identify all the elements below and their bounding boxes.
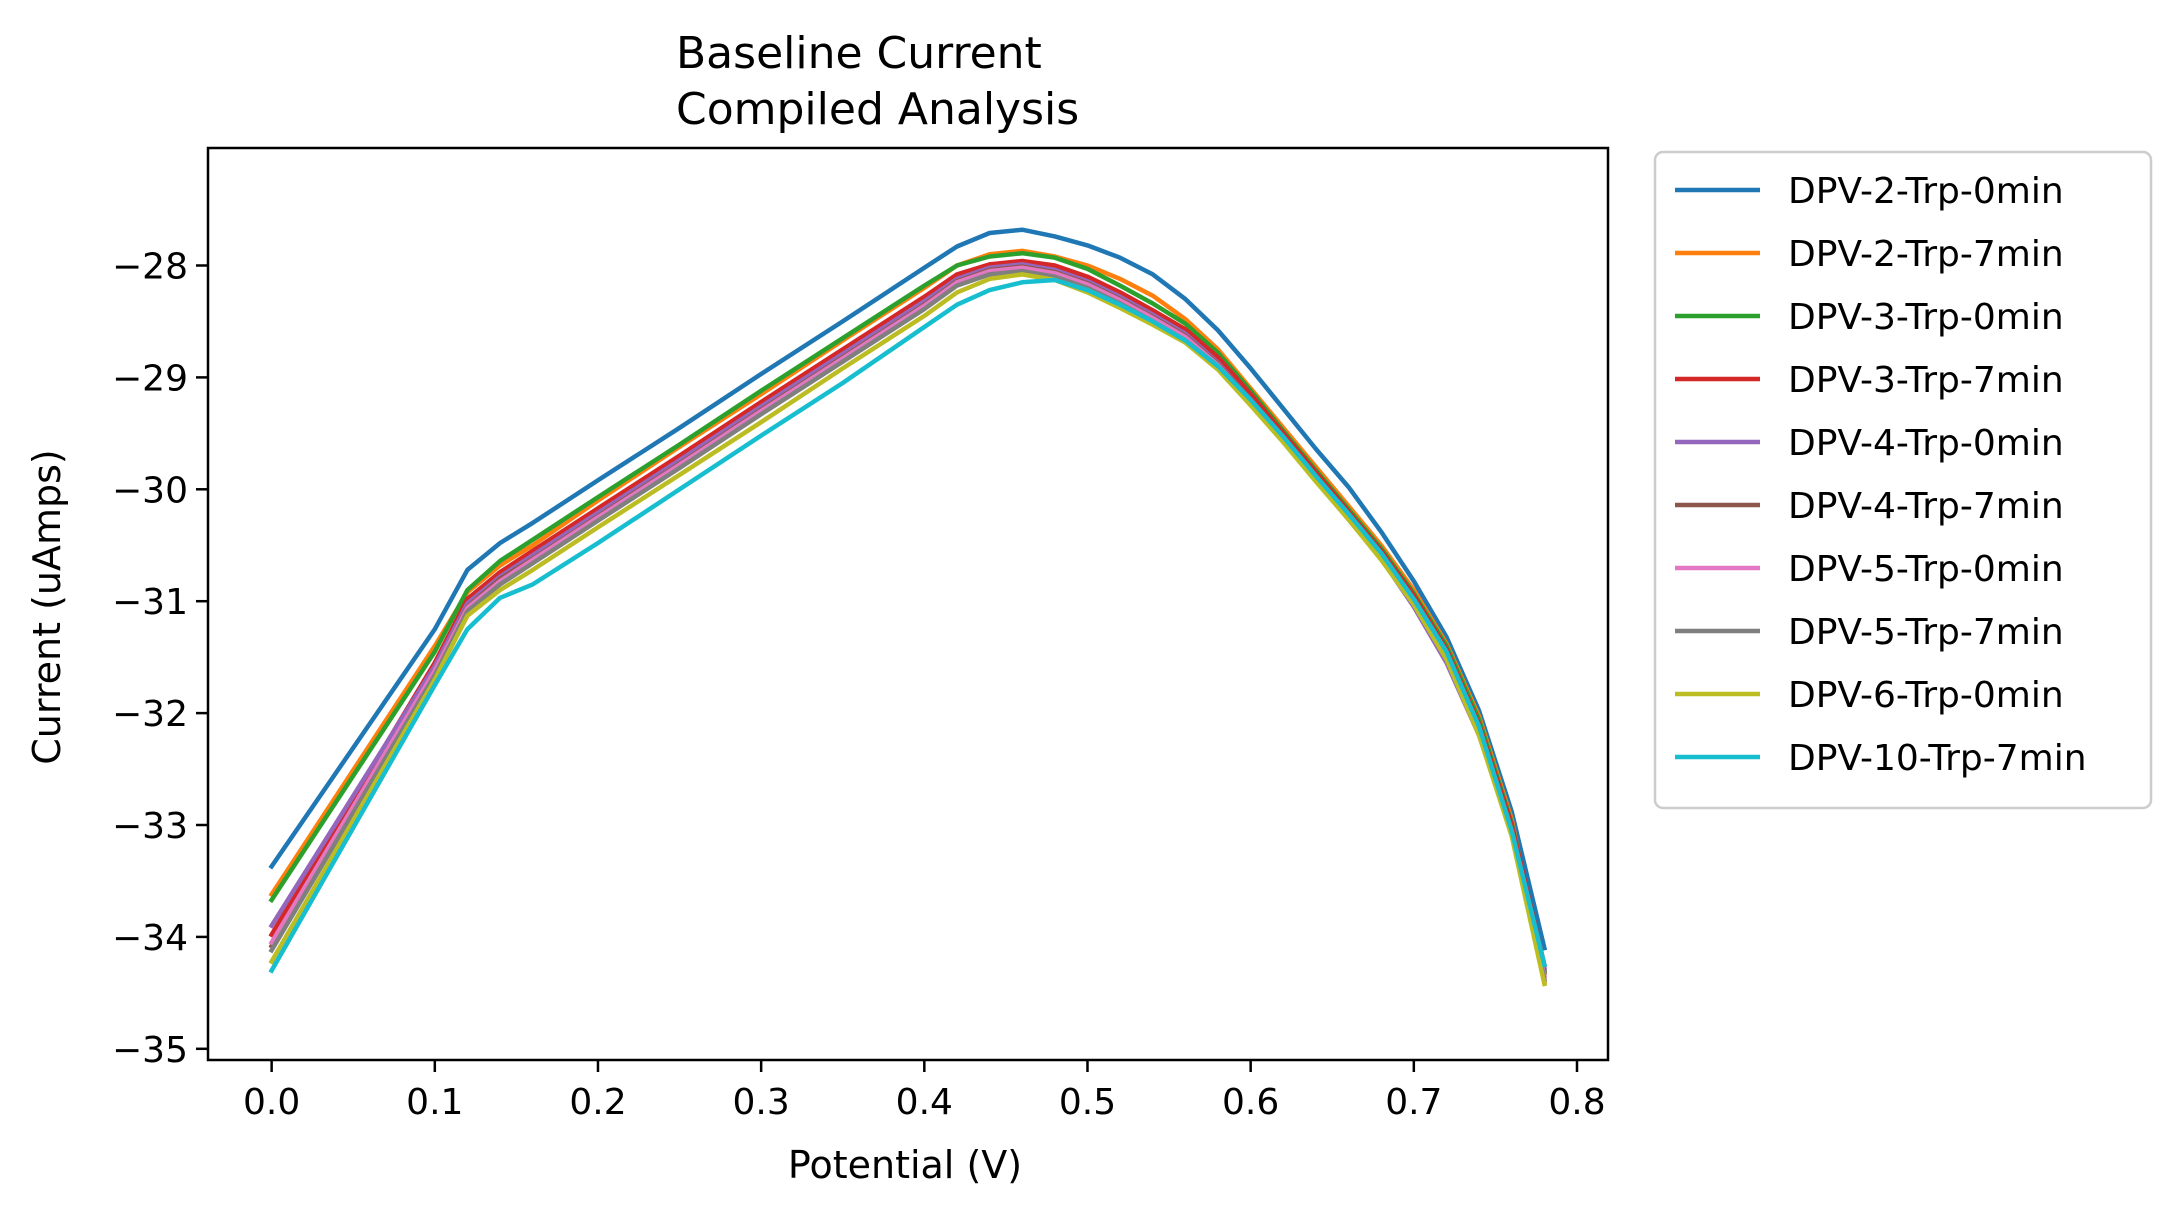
chart-title-line-2: Compiled Analysis: [676, 84, 1079, 135]
axes: 0.0 0.1 0.2 0.3 0.4 0.5 0.6 0.7 0.8 −28 −29 −30 −31 −…: [112, 146, 1610, 1123]
y-tick-label: −33: [112, 806, 188, 847]
x-tick-label: 0.4: [896, 1082, 953, 1123]
x-tick-label: 0.1: [406, 1082, 463, 1123]
x-tick-label: 0.2: [569, 1082, 626, 1123]
y-tick-label: −35: [112, 1030, 188, 1071]
legend-label: DPV-2-Trp-0min: [1788, 171, 2064, 212]
y-tick-label: −28: [112, 246, 188, 287]
legend: DPV-2-Trp-0min DPV-2-Trp-7min DPV-3-Trp-0m…: [1653, 150, 2153, 810]
legend-item: DPV-5-Trp-7min: [1675, 612, 2064, 653]
y-tick-label: −32: [112, 694, 188, 735]
legend-label: DPV-3-Trp-7min: [1788, 360, 2064, 401]
plot-area: [268, 227, 1548, 987]
x-tick-label: 0.6: [1222, 1082, 1279, 1123]
y-tick-label: −34: [112, 918, 188, 959]
legend-item: DPV-2-Trp-0min: [1675, 171, 2064, 212]
x-tick-label: 0.8: [1548, 1082, 1605, 1123]
legend-label: DPV-5-Trp-0min: [1788, 549, 2064, 590]
series-lines: [268, 227, 1548, 987]
series-line-1: [268, 227, 1548, 951]
legend-label: DPV-3-Trp-0min: [1788, 297, 2064, 338]
legend-item: DPV-3-Trp-0min: [1675, 297, 2064, 338]
legend-label: DPV-2-Trp-7min: [1788, 234, 2064, 275]
y-tick-label: −31: [112, 582, 188, 623]
series-line-10: [268, 277, 1548, 974]
legend-label: DPV-4-Trp-0min: [1788, 423, 2064, 464]
y-axis-label: Current (uAmps): [25, 449, 69, 764]
plot-frame: [206, 146, 1610, 1062]
y-tick-label: −29: [112, 358, 188, 399]
x-axis-label: Potential (V): [788, 1143, 1022, 1187]
legend-item: DPV-4-Trp-0min: [1675, 423, 2064, 464]
legend-item: DPV-6-Trp-0min: [1675, 675, 2064, 716]
chart-title-line-1: Baseline Current: [676, 28, 1042, 79]
legend-item: DPV-4-Trp-7min: [1675, 486, 2064, 527]
x-tick-label: 0.7: [1385, 1082, 1442, 1123]
x-tick-label: 0.3: [733, 1082, 790, 1123]
legend-label: DPV-5-Trp-7min: [1788, 612, 2064, 653]
legend-label: DPV-10-Trp-7min: [1788, 738, 2087, 779]
x-tick-label: 0.0: [243, 1082, 300, 1123]
legend-item: DPV-3-Trp-7min: [1675, 360, 2064, 401]
legend-label: DPV-6-Trp-0min: [1788, 675, 2064, 716]
x-tick-label: 0.5: [1059, 1082, 1116, 1123]
legend-label: DPV-4-Trp-7min: [1788, 486, 2064, 527]
legend-item: DPV-2-Trp-7min: [1675, 234, 2064, 275]
legend-item: DPV-5-Trp-0min: [1675, 549, 2064, 590]
series-line-9: [268, 272, 1548, 987]
legend-item: DPV-10-Trp-7min: [1675, 738, 2087, 779]
legend-frame: [1653, 150, 2153, 810]
y-tick-label: −30: [112, 470, 188, 511]
